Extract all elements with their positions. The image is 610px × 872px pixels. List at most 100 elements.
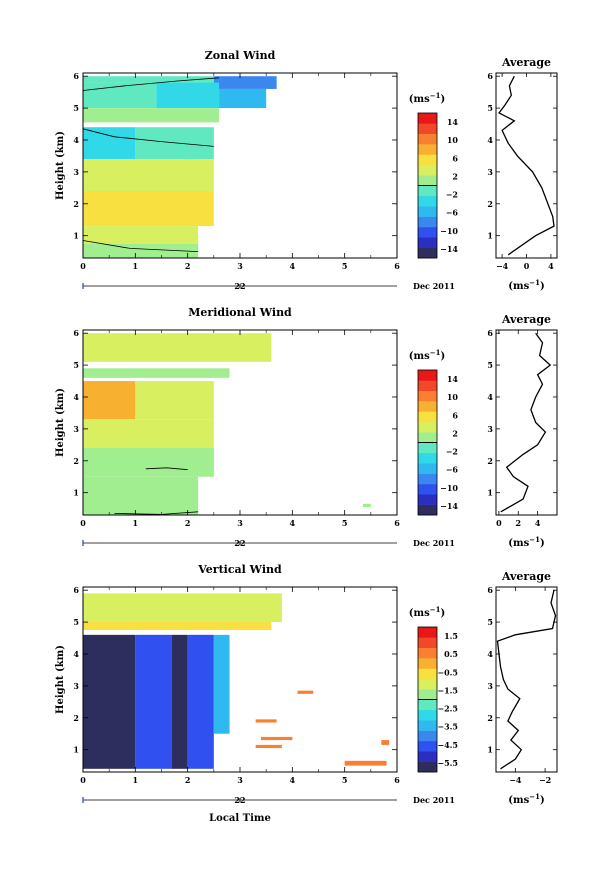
- y-tick-label: 1: [73, 231, 79, 241]
- average-x-tick-label: −2: [539, 775, 551, 785]
- colorbar-segment: [418, 740, 437, 752]
- colorbar-segment: [418, 370, 437, 381]
- x-axis-label: Local Time: [209, 813, 271, 824]
- y-tick-label: 6: [73, 328, 79, 338]
- colorbar-segment: [418, 216, 437, 228]
- colorbar-tick-label: −10: [440, 483, 458, 493]
- colorbar-tick-label: −14: [440, 501, 458, 511]
- date-day-label: 22: [234, 795, 245, 805]
- colorbar-tick-label: −2: [446, 447, 458, 457]
- heatmap-cell: [255, 744, 282, 749]
- y-tick-label: 3: [73, 167, 79, 177]
- average-x-label: (ms−1): [508, 278, 544, 292]
- y-tick-label: 5: [73, 103, 79, 113]
- colorbar-tick-label: 6: [452, 410, 458, 420]
- x-tick-label: 2: [185, 775, 191, 785]
- heatmap-cell: [171, 634, 188, 769]
- colorbar-segment: [418, 483, 437, 495]
- heatmap-cell: [156, 82, 220, 109]
- average-x-tick-label: 2: [515, 518, 521, 528]
- y-tick-label: 3: [73, 681, 79, 691]
- colorbar-segment: [418, 175, 437, 186]
- x-tick-label: 1: [133, 518, 139, 528]
- colorbar-segment: [418, 761, 437, 773]
- colorbar-tick-label: −6: [446, 208, 459, 218]
- heatmap-cell: [213, 76, 277, 89]
- average-x-label: (ms−1): [508, 535, 544, 549]
- date-label: Dec 2011: [413, 281, 455, 291]
- x-tick-label: 3: [237, 518, 243, 528]
- y-tick-label: 6: [73, 585, 79, 595]
- panel-title: Meridional Wind: [188, 306, 292, 319]
- average-x-tick-label: 0: [524, 261, 530, 271]
- colorbar-segment: [418, 678, 437, 690]
- x-tick-label: 3: [237, 775, 243, 785]
- colorbar-segment: [418, 133, 437, 145]
- y-tick-label: 5: [73, 360, 79, 370]
- heatmap-cell: [83, 127, 136, 160]
- colorbar-segment: [418, 699, 437, 711]
- colorbar-tick-label: 1.5: [444, 631, 458, 641]
- y-tick-label: 1: [73, 488, 79, 498]
- colorbar-tick-label: 10: [447, 392, 459, 402]
- panel-title: Zonal Wind: [205, 49, 276, 62]
- colorbar-tick-label: −3.5: [437, 722, 458, 732]
- average-y-tick-label: 4: [487, 649, 493, 659]
- colorbar-tick-label: 14: [447, 374, 459, 384]
- heatmap-cell: [381, 740, 390, 745]
- heatmap-cell: [83, 82, 157, 109]
- average-y-tick-label: 1: [487, 745, 493, 755]
- average-title: Average: [501, 56, 551, 69]
- x-tick-label: 4: [290, 775, 296, 785]
- heatmap-cell: [83, 368, 230, 378]
- colorbar-tick-label: −5.5: [437, 758, 458, 768]
- y-tick-label: 2: [73, 456, 79, 466]
- colorbar-segment: [418, 432, 437, 443]
- x-tick-label: 0: [80, 261, 86, 271]
- y-tick-label: 4: [73, 649, 79, 659]
- panel-2: Meridional Wind 0 1 2 3 4 5 6 1 2 3 4 5 6 Height (km) 2…: [55, 306, 558, 549]
- colorbar-segment: [418, 689, 437, 700]
- heatmap-cell: [135, 381, 214, 420]
- heatmap-cell: [83, 634, 136, 769]
- date-label: Dec 2011: [413, 538, 455, 548]
- colorbar-segment: [418, 627, 437, 638]
- colorbar-segment: [418, 206, 437, 217]
- colorbar-tick-label: −2: [446, 190, 458, 200]
- y-tick-label: 4: [73, 135, 79, 145]
- y-tick-label: 4: [73, 392, 79, 402]
- y-tick-label: 2: [73, 713, 79, 723]
- colorbar-tick-label: 2: [452, 171, 458, 181]
- x-tick-label: 4: [290, 518, 296, 528]
- average-y-tick-label: 3: [487, 681, 493, 691]
- colorbar-tick-label: −4.5: [437, 740, 458, 750]
- colorbar-tick-label: 0.5: [444, 649, 458, 659]
- heatmap-cell: [344, 760, 387, 766]
- colorbar-segment: [418, 668, 437, 680]
- colorbar-segment: [418, 709, 437, 721]
- colorbar-segment: [418, 113, 437, 124]
- x-tick-label: 6: [394, 261, 400, 271]
- heatmap-cell: [83, 448, 214, 477]
- heatmap-cell: [297, 690, 314, 694]
- average-y-tick-label: 1: [487, 231, 493, 241]
- heatmap-cell: [83, 419, 214, 449]
- average-y-tick-label: 3: [487, 167, 493, 177]
- panel-title: Vertical Wind: [197, 563, 282, 576]
- x-tick-label: 2: [185, 261, 191, 271]
- colorbar-segment: [418, 463, 437, 474]
- colorbar-unit-label: (ms−1): [409, 348, 445, 362]
- y-tick-label: 1: [73, 745, 79, 755]
- average-profile-line: [500, 332, 552, 513]
- heatmap-cell: [83, 333, 272, 362]
- average-y-tick-label: 4: [487, 135, 493, 145]
- heatmap-cell: [255, 719, 277, 723]
- heatmap-cell: [83, 226, 199, 244]
- colorbar-segment: [418, 401, 437, 412]
- colorbar-unit-label: (ms−1): [409, 91, 445, 105]
- y-tick-label: 2: [73, 199, 79, 209]
- x-tick-label: 0: [80, 775, 86, 785]
- heatmap-cell: [83, 622, 272, 631]
